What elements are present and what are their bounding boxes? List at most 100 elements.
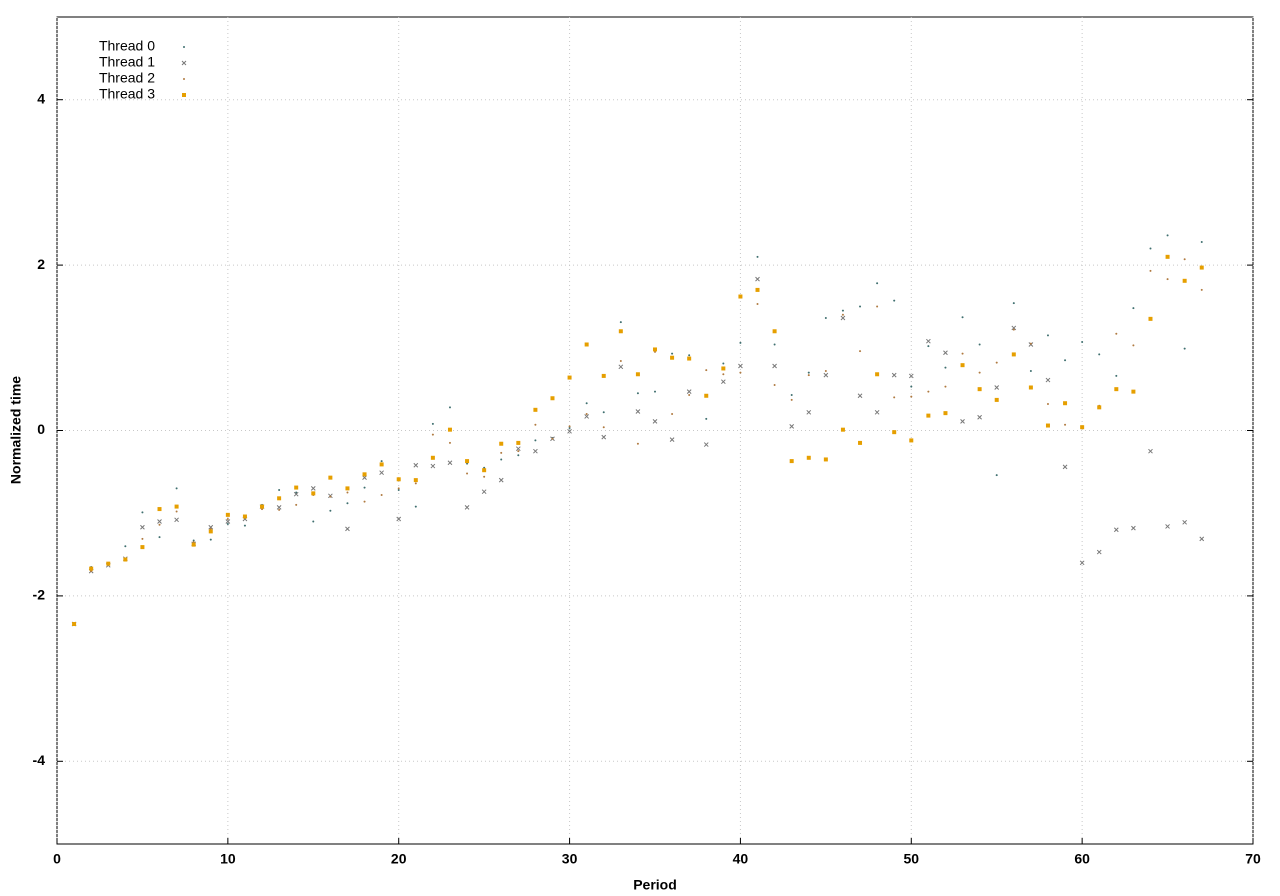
point xyxy=(243,524,246,527)
point xyxy=(927,345,930,348)
point xyxy=(619,360,622,363)
point xyxy=(960,419,965,424)
point xyxy=(260,504,265,509)
legend-marker xyxy=(182,93,186,97)
point xyxy=(226,517,229,520)
point xyxy=(209,538,212,541)
point xyxy=(739,371,742,374)
point xyxy=(89,566,94,571)
point xyxy=(567,375,572,380)
point xyxy=(943,350,948,356)
point xyxy=(431,422,434,425)
point xyxy=(533,448,538,454)
point xyxy=(584,414,590,419)
point xyxy=(858,440,863,445)
point xyxy=(705,417,708,420)
point xyxy=(960,363,965,368)
point xyxy=(1029,369,1032,372)
point xyxy=(772,363,777,369)
point xyxy=(568,425,571,428)
point xyxy=(909,438,914,443)
point xyxy=(312,520,315,523)
point xyxy=(447,427,452,432)
point xyxy=(1062,464,1068,470)
point xyxy=(1199,265,1204,270)
point xyxy=(738,363,743,369)
point xyxy=(722,362,725,365)
point xyxy=(140,545,145,550)
point xyxy=(1182,519,1188,525)
point xyxy=(756,302,759,305)
point xyxy=(908,373,914,379)
point xyxy=(448,441,451,444)
point xyxy=(994,385,1000,390)
point xyxy=(671,412,674,415)
point xyxy=(978,343,981,346)
point xyxy=(158,523,161,526)
point xyxy=(1046,403,1049,406)
x-tick-label: 30 xyxy=(562,851,578,867)
y-tick-label: 0 xyxy=(37,421,45,437)
point xyxy=(397,487,400,490)
point xyxy=(636,442,639,445)
point xyxy=(602,411,605,414)
point xyxy=(414,482,417,485)
point xyxy=(1115,332,1118,335)
y-tick-label: 4 xyxy=(37,90,45,106)
point xyxy=(430,455,435,460)
point xyxy=(465,459,470,464)
y-axis-label: Normalized time xyxy=(8,376,24,484)
point xyxy=(635,409,641,414)
x-axis-label: Period xyxy=(633,877,677,893)
point xyxy=(448,406,451,409)
legend-label: Thread 1 xyxy=(99,54,155,70)
point xyxy=(533,407,538,412)
point xyxy=(739,341,742,344)
point xyxy=(1064,423,1067,426)
point xyxy=(738,294,743,299)
point xyxy=(654,390,656,393)
y-tick-label: -2 xyxy=(33,587,46,603)
point xyxy=(893,299,896,302)
point xyxy=(584,342,589,347)
point xyxy=(380,460,383,463)
point xyxy=(944,385,947,388)
point xyxy=(1097,405,1102,410)
point xyxy=(1131,389,1136,394)
point xyxy=(943,411,948,416)
point xyxy=(859,305,862,308)
point xyxy=(806,409,812,415)
point xyxy=(669,437,675,442)
point xyxy=(174,517,179,523)
point xyxy=(1081,341,1084,344)
point xyxy=(396,516,402,522)
point xyxy=(790,398,793,401)
point xyxy=(961,352,964,355)
point xyxy=(1113,527,1119,533)
point xyxy=(141,511,144,514)
point xyxy=(841,309,844,312)
point xyxy=(175,487,178,490)
point xyxy=(1029,342,1032,345)
point xyxy=(772,329,777,334)
point xyxy=(824,369,827,372)
y-tick-label: 2 xyxy=(37,256,45,272)
legend-label: Thread 3 xyxy=(99,86,155,102)
point xyxy=(1045,423,1050,428)
point xyxy=(618,364,624,370)
point xyxy=(191,542,196,547)
point xyxy=(755,276,760,282)
point xyxy=(891,372,897,378)
point xyxy=(516,440,521,445)
point xyxy=(345,526,350,532)
point xyxy=(602,426,605,429)
point xyxy=(106,561,111,566)
point xyxy=(499,441,504,446)
point xyxy=(755,287,760,292)
point xyxy=(226,522,229,525)
point xyxy=(1132,307,1135,310)
point xyxy=(310,486,316,491)
x-tick-label: 20 xyxy=(391,851,407,867)
legend-label: Thread 2 xyxy=(99,70,155,86)
point xyxy=(944,366,947,369)
